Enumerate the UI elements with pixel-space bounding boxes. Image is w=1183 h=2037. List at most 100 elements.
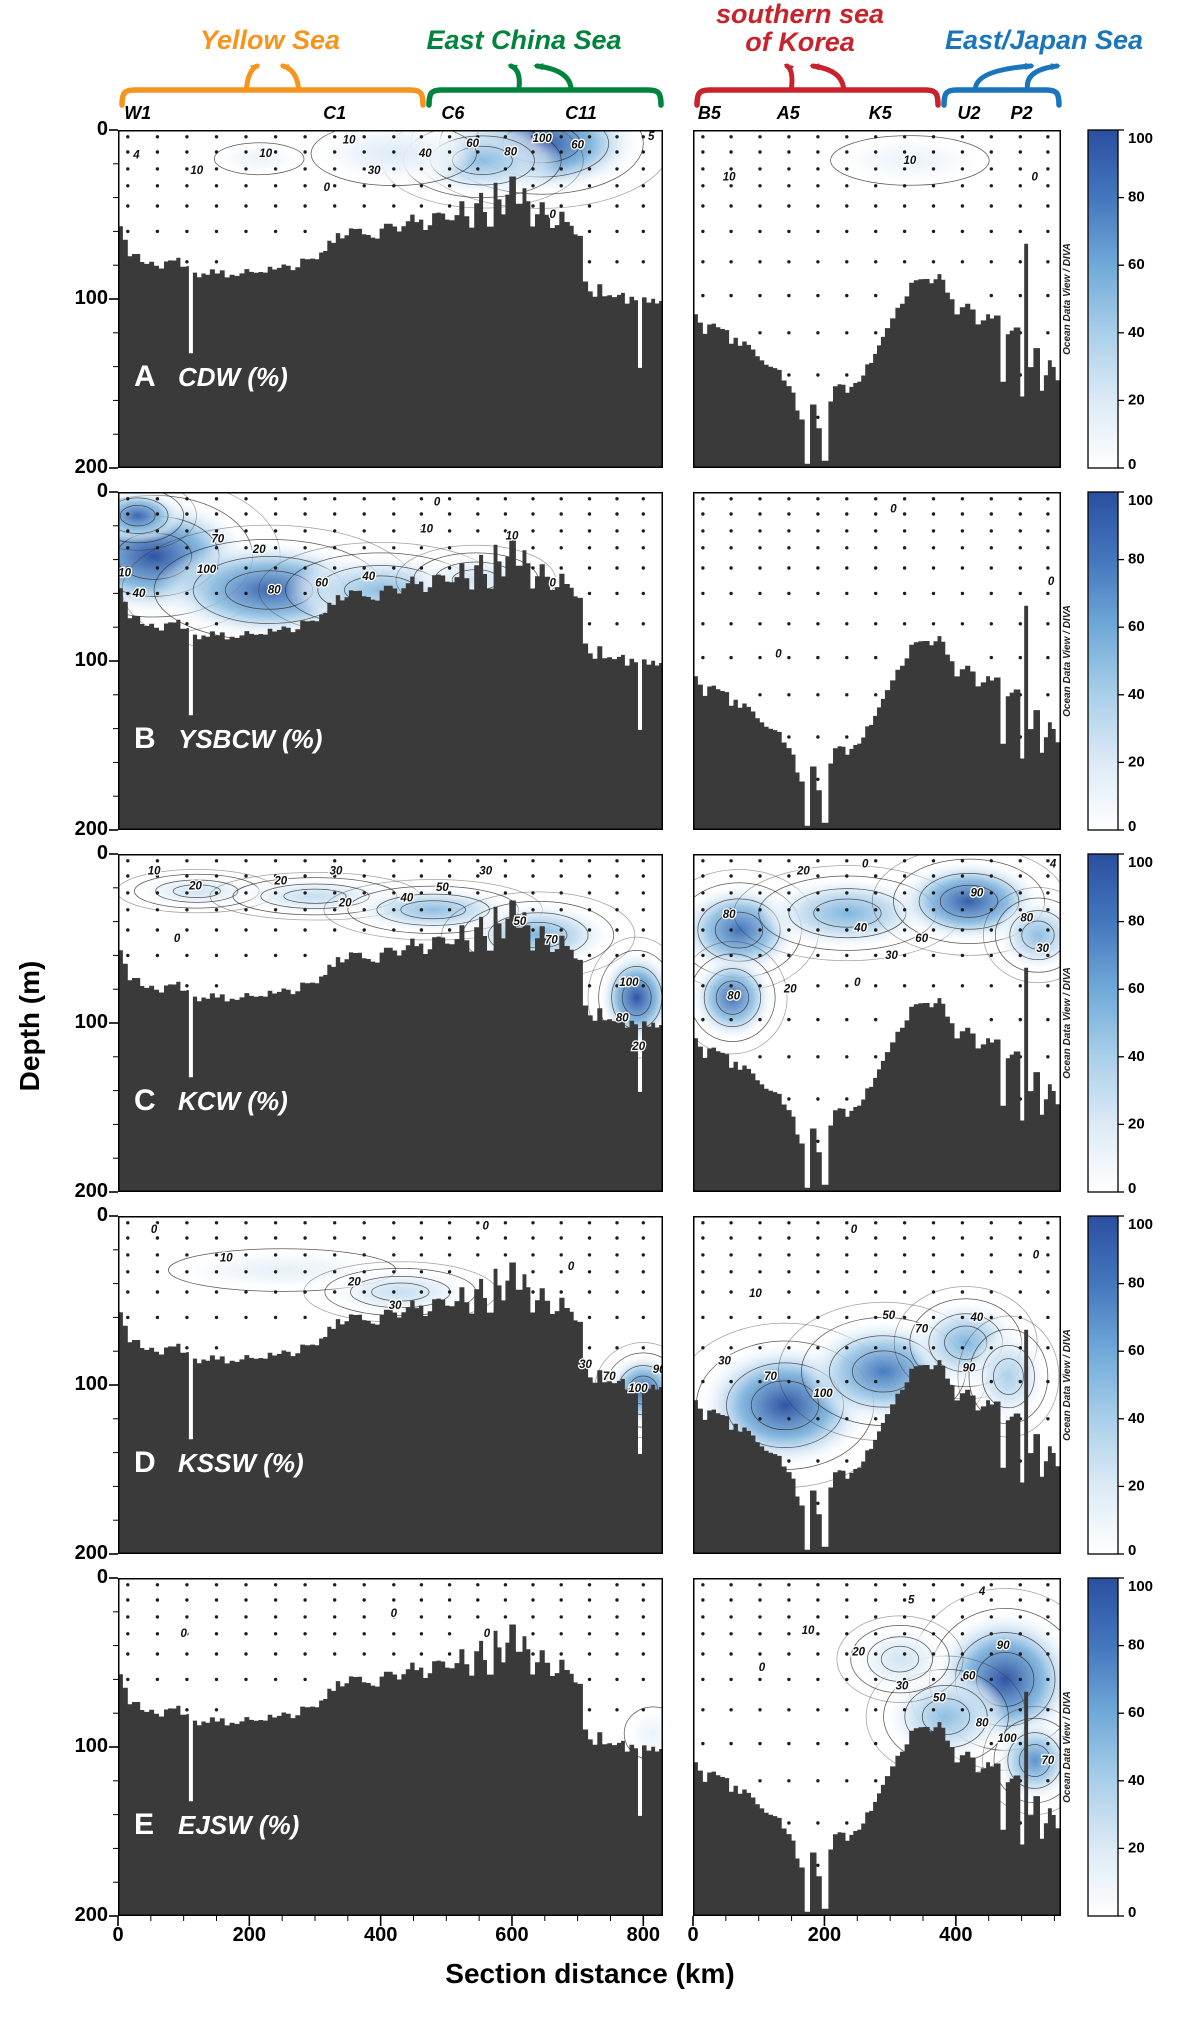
colorbar-tick-label: 60 <box>1128 980 1145 997</box>
colorbar-tick-label: 40 <box>1128 1048 1145 1065</box>
contour-label: 40 <box>361 571 375 583</box>
contour-line <box>918 873 1020 930</box>
contour-line <box>715 980 750 1015</box>
panel-E-left-plot: 0 0 0 E EJSW (%) <box>109 1577 663 1926</box>
x-tick-label: 200 <box>807 1924 842 1946</box>
colorbar-tick-label: 40 <box>1128 1410 1145 1427</box>
panel-border <box>118 854 663 1192</box>
panel-border <box>118 492 663 830</box>
panel-variable: KCW (%) <box>178 1086 288 1116</box>
station-label-b5: B5 <box>697 103 721 123</box>
contour-label: 70 <box>545 935 558 947</box>
contour-label: 40 <box>853 923 867 935</box>
colorbar-tick-label: 80 <box>1128 1637 1145 1654</box>
colorbar-tick-label: 60 <box>1128 618 1145 635</box>
y-tick-label: 100 <box>74 287 108 309</box>
panel-C-right-plot: 80 20 0 40 30 60 90 80 80 20 0 30 4 <box>693 854 1061 1192</box>
x-tick-label: 0 <box>687 1924 699 1946</box>
contour-label: 20 <box>631 1041 645 1053</box>
panel-border <box>693 492 1061 830</box>
contour-label: 100 <box>197 564 217 576</box>
contour-label: 0 <box>549 209 556 221</box>
bathymetry <box>118 1624 663 1916</box>
y-tick-label: 0 <box>96 1204 108 1226</box>
contour-line <box>118 492 185 544</box>
colorbar-tick-label: 60 <box>1128 256 1145 273</box>
contour-label: 10 <box>343 135 356 147</box>
contour-fill <box>995 897 1061 973</box>
contour-line <box>921 1698 971 1735</box>
contour-label: 100 <box>814 1388 834 1400</box>
contour-label: 20 <box>338 897 352 909</box>
contour-label: 100 <box>619 977 639 989</box>
contour-fill <box>850 1625 950 1693</box>
panel-letter: C <box>134 1084 156 1117</box>
bathymetry <box>693 1329 1061 1554</box>
contour-label: 20 <box>796 865 810 877</box>
colorbar-tick-label: 40 <box>1128 1772 1145 1789</box>
panel-A-right-plot: 10 10 0 <box>693 130 1061 468</box>
x-tick-label: 0 <box>112 1924 124 1946</box>
contour-fill <box>625 1708 663 1759</box>
contour-label: 5 <box>648 131 655 143</box>
y-tick-label: 200 <box>74 1904 108 1926</box>
contour-line <box>993 1358 1024 1395</box>
colorbar-tick-label: 0 <box>1128 1542 1136 1559</box>
contour-label: 90 <box>653 1364 666 1376</box>
contour-label: 0 <box>324 182 331 194</box>
contour-label: 80 <box>268 584 281 596</box>
region-arrow <box>244 63 261 91</box>
contour-label: 0 <box>391 1608 398 1620</box>
contour-line <box>118 492 197 551</box>
y-tick-label: 200 <box>74 818 108 840</box>
contour-label: 70 <box>915 1324 928 1336</box>
contour-label: 30 <box>579 1359 592 1371</box>
region-bracket <box>694 87 941 108</box>
contour-label: 80 <box>727 990 740 1002</box>
contour-label: 0 <box>890 503 897 515</box>
contour-fill <box>834 136 986 185</box>
contour-label: 10 <box>190 165 203 177</box>
contour-fill <box>758 875 937 951</box>
contour-label: 60 <box>466 138 479 150</box>
contour-line <box>813 898 882 928</box>
contour-line <box>118 497 169 534</box>
colorbar: 0 20 40 60 80 100 <box>1087 853 1153 1197</box>
contour-label: 70 <box>1042 1755 1055 1767</box>
contour-label: 60 <box>963 1670 976 1682</box>
contour-label: 50 <box>882 1310 895 1322</box>
y-tick-label: 100 <box>74 1735 108 1757</box>
bathymetry <box>693 967 1061 1192</box>
contour-label: 0 <box>851 1224 858 1236</box>
contour-line <box>850 1624 950 1694</box>
contour-label: 10 <box>259 148 272 160</box>
station-label-c6: C6 <box>441 103 465 123</box>
contour-label: 0 <box>854 977 861 989</box>
contour-line <box>1018 1744 1051 1777</box>
bathymetry <box>118 538 663 830</box>
colorbar-tick-label: 0 <box>1128 818 1136 835</box>
contour-label: 10 <box>220 1253 233 1265</box>
panel-variable: YSBCW (%) <box>178 724 322 754</box>
panel-border <box>118 1216 663 1554</box>
contour-line <box>880 1645 920 1673</box>
panel-border <box>693 1578 1061 1916</box>
colorbar: 0 20 40 60 80 100 <box>1087 1577 1153 1921</box>
station-dots <box>701 135 1050 419</box>
contour-label: 0 <box>484 1628 491 1640</box>
panel-E-right-plot: 10 20 5 4 30 50 60 90 80 100 70 0 <box>692 1578 1061 1926</box>
colorbar: 0 20 40 60 80 100 <box>1087 129 1153 473</box>
colorbar-tick-label: 100 <box>1128 854 1153 871</box>
region-arrow <box>279 63 301 91</box>
contour-line <box>830 135 990 186</box>
contour-label: 0 <box>862 859 869 871</box>
panel-C-left-plot: 10 20 20 30 20 40 50 30 50 70 100 80 0 20 C KCW (%) <box>109 853 663 1193</box>
contour-fill <box>969 1329 1048 1424</box>
contour-line <box>939 884 999 918</box>
y-tick-label: 100 <box>74 649 108 671</box>
station-label-c11: C11 <box>565 103 597 123</box>
contour-label: 40 <box>970 1312 984 1324</box>
contour-label: 0 <box>434 497 441 509</box>
contour-label: 20 <box>188 881 202 893</box>
